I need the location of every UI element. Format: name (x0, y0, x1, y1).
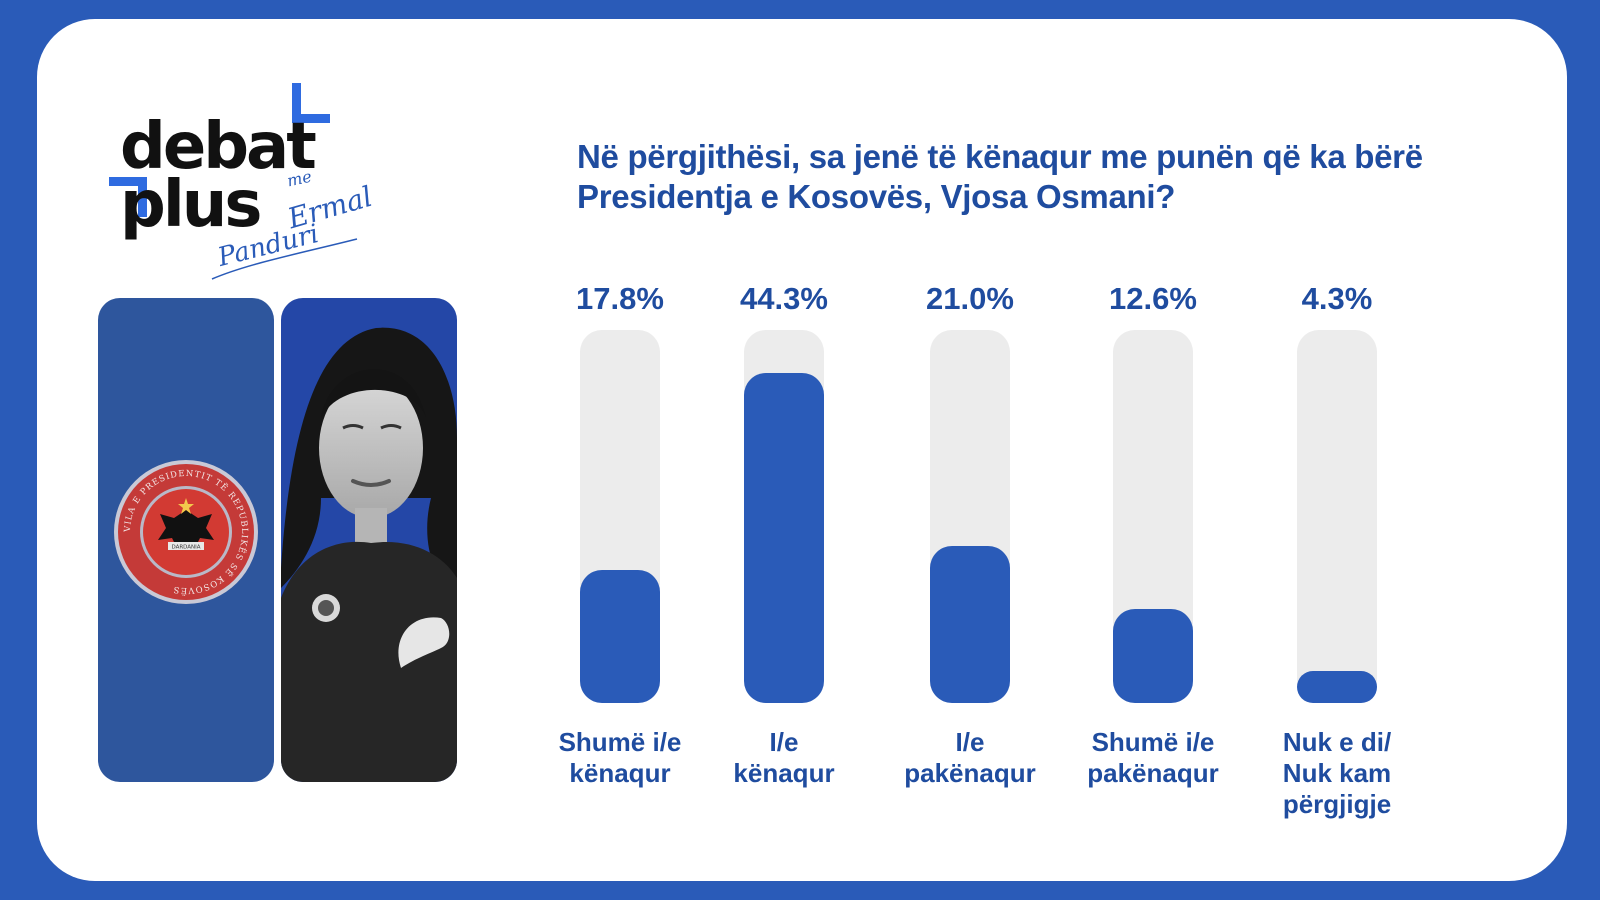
category-label: I/e kënaqur (733, 727, 835, 788)
bar-value-label: 44.3% (740, 281, 828, 316)
logo-word-plus: plus (120, 168, 262, 242)
portrait-panel (281, 298, 457, 782)
bar (744, 373, 824, 703)
bar (930, 546, 1010, 703)
bar-chart: 17.8% Shumë i/e kënaqur 44.3% I/e kënaqur 21… (37, 19, 1567, 881)
bar-value-label: 12.6% (1109, 281, 1197, 316)
bar-value-label: 4.3% (1301, 281, 1373, 316)
category-label: Shumë i/e kënaqur (558, 727, 682, 788)
presidential-seal-icon: VILA E PRESIDENTIT TË REPUBLIKËS SË KOSO… (114, 460, 258, 604)
bar-track (580, 330, 660, 703)
signature-swash-icon (211, 238, 358, 280)
bar (1297, 671, 1377, 703)
category-label: I/e pakënaqur (904, 727, 1036, 788)
bar-value-label: 21.0% (926, 281, 1014, 316)
category-label: Shumë i/e pakënaqur (1087, 727, 1219, 788)
chart-title: Në përgjithësi, sa jenë të kënaqur me pu… (577, 138, 1423, 215)
bar (580, 570, 660, 703)
bar-track (744, 330, 824, 703)
bar (1113, 609, 1193, 703)
portrait-photo-icon (281, 327, 457, 782)
category-label: Nuk e di/ Nuk kam përgjigje (1282, 727, 1392, 819)
logo-bracket-bottom-icon (109, 177, 147, 186)
poll-card: debat plus me Ermal Panduri VILA E PRESI… (37, 19, 1567, 881)
logo-bracket-bottom-leg-icon (138, 177, 147, 217)
bar-track (1297, 330, 1377, 703)
debat-plus-logo: debat plus me Ermal Panduri (37, 19, 457, 319)
seal-ribbon-text: DARDANIA (171, 545, 200, 551)
logo-word-debat: debat (120, 110, 317, 184)
bar-track (930, 330, 1010, 703)
bar-value-label: 17.8% (576, 281, 664, 316)
seal-panel: VILA E PRESIDENTIT TË REPUBLIKËS SË KOSO… (98, 298, 274, 782)
logo-bracket-top-icon (292, 83, 301, 123)
bar-track (1113, 330, 1193, 703)
logo-bracket-top-foot-icon (292, 114, 330, 123)
